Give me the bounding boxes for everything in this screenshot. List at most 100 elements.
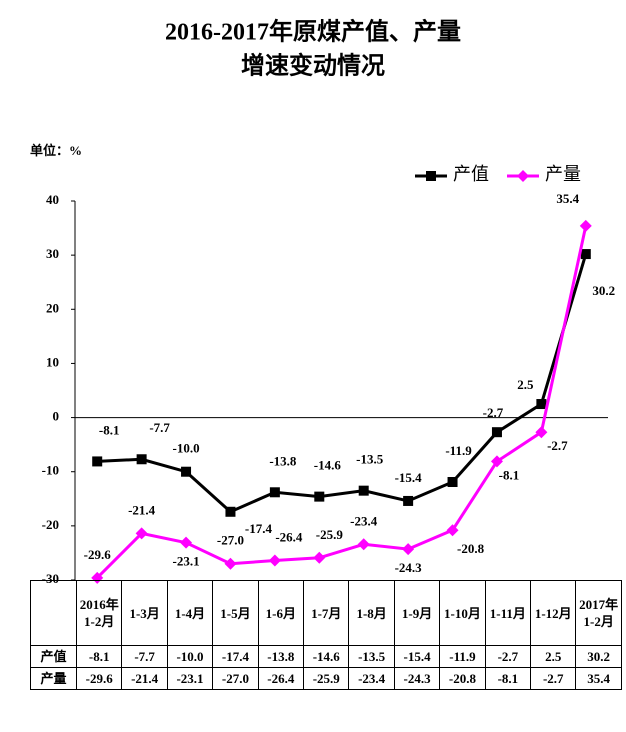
category-label: 1-6月 (257, 580, 305, 646)
marker (358, 485, 369, 496)
series-line (97, 253, 588, 514)
marker (181, 466, 192, 477)
marker (535, 426, 548, 439)
marker (314, 491, 325, 502)
data-label: -27.0 (217, 533, 244, 548)
category-label: 1-4月 (166, 580, 214, 646)
data-label: -7.7 (149, 420, 170, 435)
data-label: -25.9 (316, 527, 344, 542)
series-line (96, 225, 588, 579)
table-value: -13.5 (348, 645, 395, 668)
category-label: 1-7月 (303, 580, 350, 646)
category-label: 1-5月 (212, 580, 259, 646)
data-label: -23.1 (172, 554, 199, 569)
data-table: 2016年1-2月 1-3月 1-4月 1-5月 1-6月 1-7月 1-8月 1-9月 1-1… (30, 580, 622, 690)
table-value: -2.7 (484, 645, 532, 668)
marker (403, 495, 414, 506)
marker (490, 455, 503, 468)
table-value: -26.4 (257, 667, 305, 690)
table-value: -17.4 (212, 645, 259, 668)
marker (536, 399, 547, 410)
data-label: -26.4 (275, 529, 303, 544)
data-label: -13.5 (356, 452, 384, 467)
data-label: -10.0 (172, 441, 199, 456)
data-label: -20.8 (457, 541, 485, 556)
marker (402, 543, 415, 556)
data-label: -15.4 (395, 470, 423, 485)
table-value: -11.9 (439, 645, 486, 668)
data-label: -14.6 (314, 458, 342, 473)
marker (447, 477, 458, 488)
marker (136, 454, 147, 465)
table-value: -10.0 (166, 645, 214, 668)
table-value: -2.7 (530, 667, 577, 690)
table-value: -27.0 (212, 667, 259, 690)
chart-title: 增速变动情况 (241, 52, 385, 80)
data-label: -8.1 (99, 422, 120, 437)
table-row: 2016年1-2月 1-3月 1-4月 1-5月 1-6月 1-7月 1-8月 1-9月 1-1… (30, 580, 622, 646)
category-label: 1-11月 (484, 580, 532, 646)
marker (517, 170, 529, 182)
marker (135, 527, 148, 540)
marker (579, 219, 592, 232)
data-label: -17.4 (245, 521, 273, 536)
y-tick-label: -20 (42, 517, 59, 532)
category-label: 1-10月 (439, 580, 486, 646)
table-value: -8.1 (484, 667, 532, 690)
data-label: -2.7 (483, 405, 504, 420)
table-value: -8.1 (75, 645, 123, 668)
row-header: 产量 (30, 667, 77, 690)
table-value: -23.4 (348, 667, 395, 690)
marker (180, 536, 193, 549)
table-value: 30.2 (575, 645, 622, 668)
data-label: 35.4 (556, 191, 579, 206)
table-value: 35.4 (575, 667, 622, 690)
marker (268, 554, 281, 567)
marker (269, 487, 280, 498)
data-label: -29.6 (84, 547, 112, 562)
y-tick-label: 40 (46, 192, 59, 207)
marker (225, 506, 236, 517)
data-label: -24.3 (395, 560, 423, 575)
data-label: -8.1 (499, 467, 520, 482)
table-value: -21.4 (121, 667, 168, 690)
y-tick-label: 0 (53, 409, 60, 424)
table-value: -13.8 (257, 645, 305, 668)
marker (357, 538, 370, 551)
table-value: -24.3 (393, 667, 441, 690)
data-label: -21.4 (128, 502, 156, 517)
table-row: 产量 -29.6 -21.4 -23.1 -27.0 -26.4 -25.9 -23.4 -24… (30, 667, 622, 690)
legend-label: 产量 (545, 164, 581, 184)
table-value: -23.1 (166, 667, 214, 690)
table-corner (30, 580, 77, 646)
data-label: -2.7 (547, 438, 568, 453)
marker (92, 456, 103, 467)
row-header: 产值 (30, 645, 77, 668)
table-value: -15.4 (393, 645, 441, 668)
marker (491, 427, 502, 438)
y-tick-label: -10 (42, 463, 59, 478)
table-value: -20.8 (439, 667, 486, 690)
marker (446, 524, 459, 537)
table-value: 2.5 (530, 645, 577, 668)
data-label: 30.2 (592, 283, 615, 298)
data-label: -23.4 (350, 513, 378, 528)
data-label: -13.8 (269, 453, 297, 468)
table-row: 产值 -8.1 -7.7 -10.0 -17.4 -13.8 -14.6 -13.5 -15.4… (30, 645, 622, 668)
data-label: -11.9 (445, 443, 472, 458)
data-label: 2.5 (517, 377, 534, 392)
marker (224, 557, 237, 570)
marker (580, 249, 591, 260)
category-label: 1-3月 (121, 580, 168, 646)
marker (426, 171, 436, 181)
y-tick-label: 20 (46, 300, 59, 315)
chart-title: 2016-2017年原煤产值、产量 (165, 18, 461, 46)
legend-label: 产值 (453, 164, 489, 184)
category-label: 2017年1-2月 (575, 580, 622, 646)
table-value: -25.9 (303, 667, 350, 690)
table-value: -29.6 (75, 667, 123, 690)
y-tick-label: 10 (46, 354, 59, 369)
table-value: -14.6 (303, 645, 350, 668)
